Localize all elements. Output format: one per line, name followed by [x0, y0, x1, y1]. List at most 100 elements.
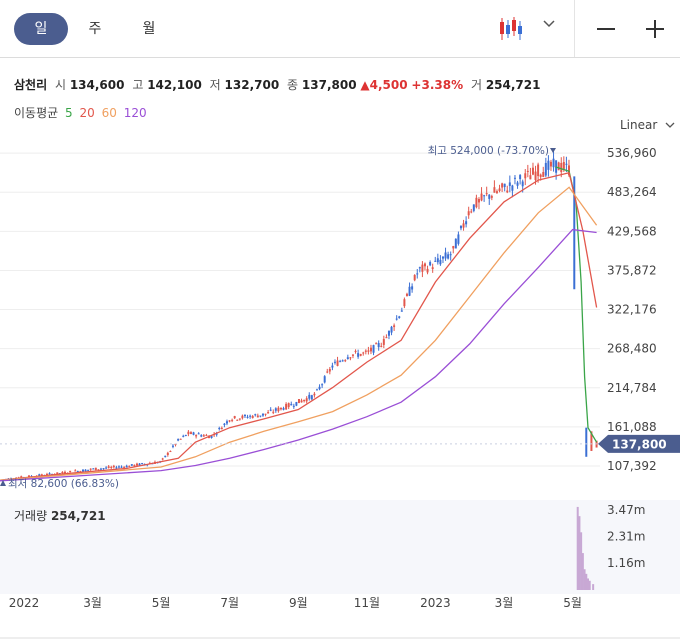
chevron-down-icon[interactable]	[541, 17, 557, 33]
candle-body	[364, 350, 367, 352]
ma-120: 120	[123, 106, 147, 120]
candle-body	[264, 413, 267, 415]
candle-body	[241, 415, 244, 419]
candle-body	[215, 433, 218, 435]
candle-body	[84, 469, 87, 472]
candle-body	[89, 468, 92, 470]
candle-body	[223, 423, 226, 425]
candle-body	[259, 415, 262, 417]
candle-body	[367, 350, 370, 352]
minus-icon	[597, 28, 615, 30]
candle-body	[408, 286, 411, 296]
candle-body	[295, 401, 298, 406]
volume-bar	[578, 516, 581, 590]
candle-body	[418, 267, 421, 269]
candle-body	[246, 416, 249, 418]
candle-body	[303, 399, 306, 402]
candle-body	[125, 465, 128, 468]
tab-month[interactable]: 월	[142, 21, 156, 37]
scale-label: Linear	[620, 118, 658, 132]
candlestick-icon[interactable]	[497, 16, 525, 42]
candle-body	[400, 310, 403, 312]
candle-body	[495, 191, 498, 193]
candle-body	[552, 158, 555, 168]
candle-body	[567, 165, 570, 176]
candle-body	[565, 163, 568, 165]
volume-panel-value: 254,721	[50, 509, 106, 523]
candle-body	[449, 254, 452, 256]
candle-body	[300, 400, 303, 403]
toolbar: 일 주 월	[0, 0, 680, 58]
candle-body	[490, 196, 493, 198]
candle-body	[290, 403, 293, 406]
candle-body	[236, 419, 239, 421]
candle-body	[395, 318, 398, 320]
candle-body	[200, 435, 203, 437]
candle-body	[506, 190, 509, 193]
candle-body	[94, 467, 97, 471]
candle-body	[372, 345, 375, 353]
candle-body	[539, 174, 542, 177]
candle-body	[161, 458, 164, 460]
volume-bar	[583, 569, 586, 590]
zoom-in-button[interactable]	[639, 14, 671, 44]
candle-body	[231, 419, 234, 421]
candle-body	[251, 416, 254, 419]
candle-body	[169, 451, 172, 453]
candle-body	[138, 463, 141, 466]
tab-week[interactable]: 주	[88, 21, 102, 37]
candle-body	[359, 354, 362, 356]
candle-body	[274, 408, 277, 411]
candle-body	[387, 330, 390, 336]
x-tick-label: 3월	[495, 596, 514, 610]
candle-body	[69, 470, 72, 472]
candle-body	[531, 167, 534, 175]
max-marker-icon	[550, 148, 556, 153]
change-percent: +3.38%	[411, 78, 464, 92]
low-value: 132,700	[224, 78, 280, 92]
candle-body	[393, 325, 396, 328]
volume-bar	[576, 506, 579, 590]
high-value: 142,100	[147, 78, 202, 92]
candle-body	[133, 464, 136, 467]
stock-name: 삼천리	[14, 78, 48, 92]
candle-body	[277, 407, 280, 412]
y-tick-label: 429,568	[607, 224, 657, 238]
candle-body	[205, 434, 208, 436]
zoom-out-button[interactable]	[590, 14, 622, 44]
min-annotation: 최저 82,600 (66.83%)	[8, 478, 119, 490]
volume-bar	[592, 584, 595, 590]
candle-body	[436, 258, 439, 263]
candle-body	[431, 267, 434, 269]
candle-body	[292, 405, 295, 407]
candle-body	[48, 473, 51, 475]
candle-body	[120, 466, 123, 468]
volume-panel-label: 거래량	[14, 509, 48, 523]
candle-body	[279, 407, 282, 410]
x-tick-label: 2023	[420, 596, 451, 610]
candle-body	[516, 182, 519, 186]
candle-body	[102, 468, 105, 470]
candle-body	[333, 361, 336, 363]
ma-20: 20	[79, 106, 95, 120]
tab-day[interactable]: 일	[14, 13, 68, 45]
candle-body	[92, 468, 95, 470]
candle-body	[40, 474, 43, 476]
candle-body	[210, 435, 213, 439]
moving-average-legend[interactable]: 이동평균 5 20 60 120	[14, 104, 147, 121]
candle-body	[20, 476, 23, 479]
candle-body	[421, 264, 424, 272]
toolbar-divider	[574, 0, 575, 57]
candle-body	[544, 162, 547, 176]
max-annotation: 최고 524,000 (-73.70%)	[428, 145, 549, 157]
candle-body	[480, 193, 483, 201]
candle-body	[521, 181, 524, 187]
current-price-label: 137,800	[612, 437, 667, 451]
candle-body	[498, 188, 501, 192]
y-tick-label: 107,392	[607, 459, 657, 473]
candle-body	[501, 183, 504, 188]
candle-body	[459, 225, 462, 229]
scale-select[interactable]: Linear	[620, 118, 675, 132]
candle-body	[123, 466, 126, 468]
